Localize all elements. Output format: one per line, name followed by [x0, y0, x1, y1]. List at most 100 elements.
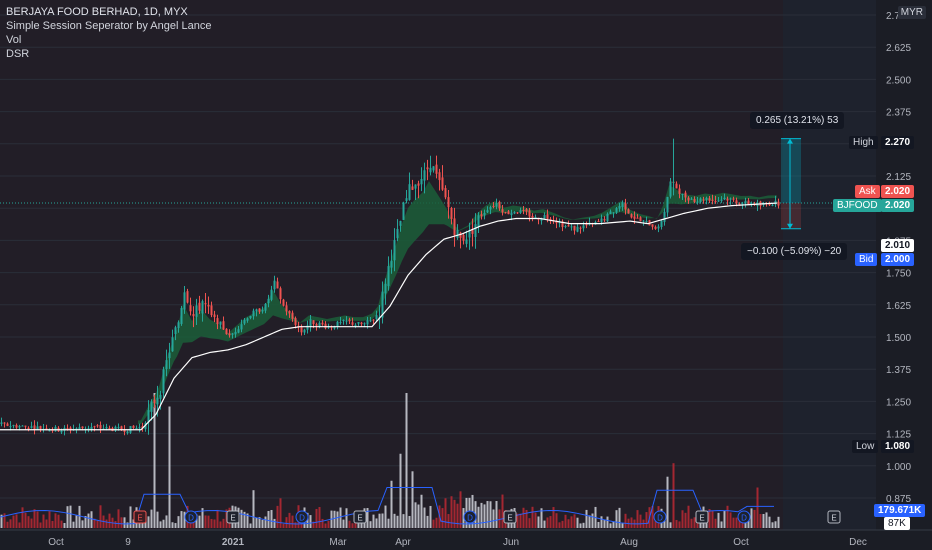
candle-body [126, 431, 129, 434]
candle-body [381, 291, 384, 318]
volume-bar [525, 509, 528, 528]
volume-bar [393, 513, 396, 528]
volume-bar [273, 518, 276, 528]
candle-body [471, 230, 474, 234]
volume-bar [204, 515, 207, 528]
y-tick-label: 1.250 [886, 397, 911, 408]
candle-body [153, 399, 156, 404]
volume-bar [267, 510, 270, 528]
volume-bar [342, 519, 345, 528]
volume-bar [180, 511, 183, 528]
candle-body [726, 198, 729, 201]
dividend-marker[interactable]: D [463, 510, 477, 524]
earnings-marker[interactable]: E [827, 510, 841, 524]
candle-body [720, 199, 723, 202]
volume-bar [423, 507, 426, 528]
volume-bar [534, 512, 537, 528]
candle-body [462, 235, 465, 241]
volume-bar [489, 501, 492, 528]
volume-bar [483, 504, 486, 528]
volume-bar [147, 516, 150, 528]
indicator-session[interactable]: Simple Session Seperator by Angel Lance [6, 20, 212, 32]
bid-label: Bid [855, 253, 878, 266]
x-tick-label: Apr [395, 537, 411, 548]
candle-body [78, 427, 81, 430]
candle-body [474, 224, 477, 237]
earnings-marker[interactable]: E [226, 510, 240, 524]
earnings-marker[interactable]: E [133, 510, 147, 524]
volume-bar [501, 494, 504, 528]
dividend-marker[interactable]: D [653, 510, 667, 524]
volume-bar [663, 516, 666, 528]
volume-bar [279, 498, 282, 528]
volume-bar [591, 513, 594, 528]
ask-label: Ask [855, 185, 880, 198]
candle-body [477, 215, 480, 227]
candle-body [567, 225, 570, 227]
candle-body [657, 226, 660, 229]
candle-body [522, 210, 525, 212]
y-tick-label: 2.125 [886, 172, 911, 183]
volume-bar [462, 508, 465, 528]
volume-bar [537, 516, 540, 528]
volume-bar [120, 517, 123, 528]
volume-bar [159, 521, 162, 528]
candle-body [441, 177, 444, 190]
candle-body [735, 200, 738, 204]
earnings-marker[interactable]: E [503, 510, 517, 524]
low-label: Low [852, 440, 879, 453]
volume-bar [624, 513, 627, 528]
candle-body [318, 322, 321, 327]
candle-body [261, 309, 264, 312]
candle-body [309, 319, 312, 327]
volume-bar [240, 509, 243, 528]
volume-bar [216, 509, 219, 528]
dividend-marker[interactable]: D [737, 510, 751, 524]
dividend-marker[interactable]: D [184, 510, 198, 524]
volume-bar [651, 506, 654, 528]
earnings-marker[interactable]: E [695, 510, 709, 524]
volume-bar [420, 494, 423, 528]
currency-badge[interactable]: MYR [897, 6, 926, 19]
candle-body [453, 218, 456, 236]
volume-bar [63, 523, 66, 528]
volume-bar [375, 518, 378, 528]
candle-body [564, 225, 567, 227]
candle-body [738, 203, 741, 205]
volume-bar [24, 512, 27, 528]
volume-bar [426, 515, 429, 528]
volume-bar [579, 523, 582, 528]
candle-body [75, 428, 78, 430]
volume-bar [210, 518, 213, 528]
chart-title: BERJAYA FOOD BERHAD, 1D, MYX [6, 6, 188, 18]
svg-text:D: D [467, 514, 473, 523]
indicator-vol[interactable]: Vol [6, 34, 22, 46]
volume-bar [117, 509, 120, 528]
volume-bar [54, 513, 57, 528]
volume-bar [345, 508, 348, 528]
volume-bar [183, 511, 186, 528]
candle-body [222, 321, 225, 330]
candle-body [285, 305, 288, 312]
volume-bar [432, 519, 435, 528]
candle-body [513, 211, 516, 214]
candle-body [15, 425, 18, 428]
earnings-marker[interactable]: E [353, 510, 367, 524]
indicator-dsr[interactable]: DSR [6, 48, 30, 60]
volume-bar [666, 476, 669, 528]
dividend-marker[interactable]: D [295, 510, 309, 524]
volume-bar [339, 507, 342, 528]
volume-bar [735, 517, 738, 528]
candle-body [51, 430, 54, 432]
volume-bar [171, 522, 174, 528]
candle-body [702, 199, 705, 201]
candle-body [363, 323, 366, 325]
candle-body [288, 310, 291, 314]
volume-bar [549, 516, 552, 528]
volume-bar [450, 496, 453, 528]
candle-body [399, 220, 402, 226]
volume-bar [654, 516, 657, 528]
volume-bar [264, 516, 267, 528]
